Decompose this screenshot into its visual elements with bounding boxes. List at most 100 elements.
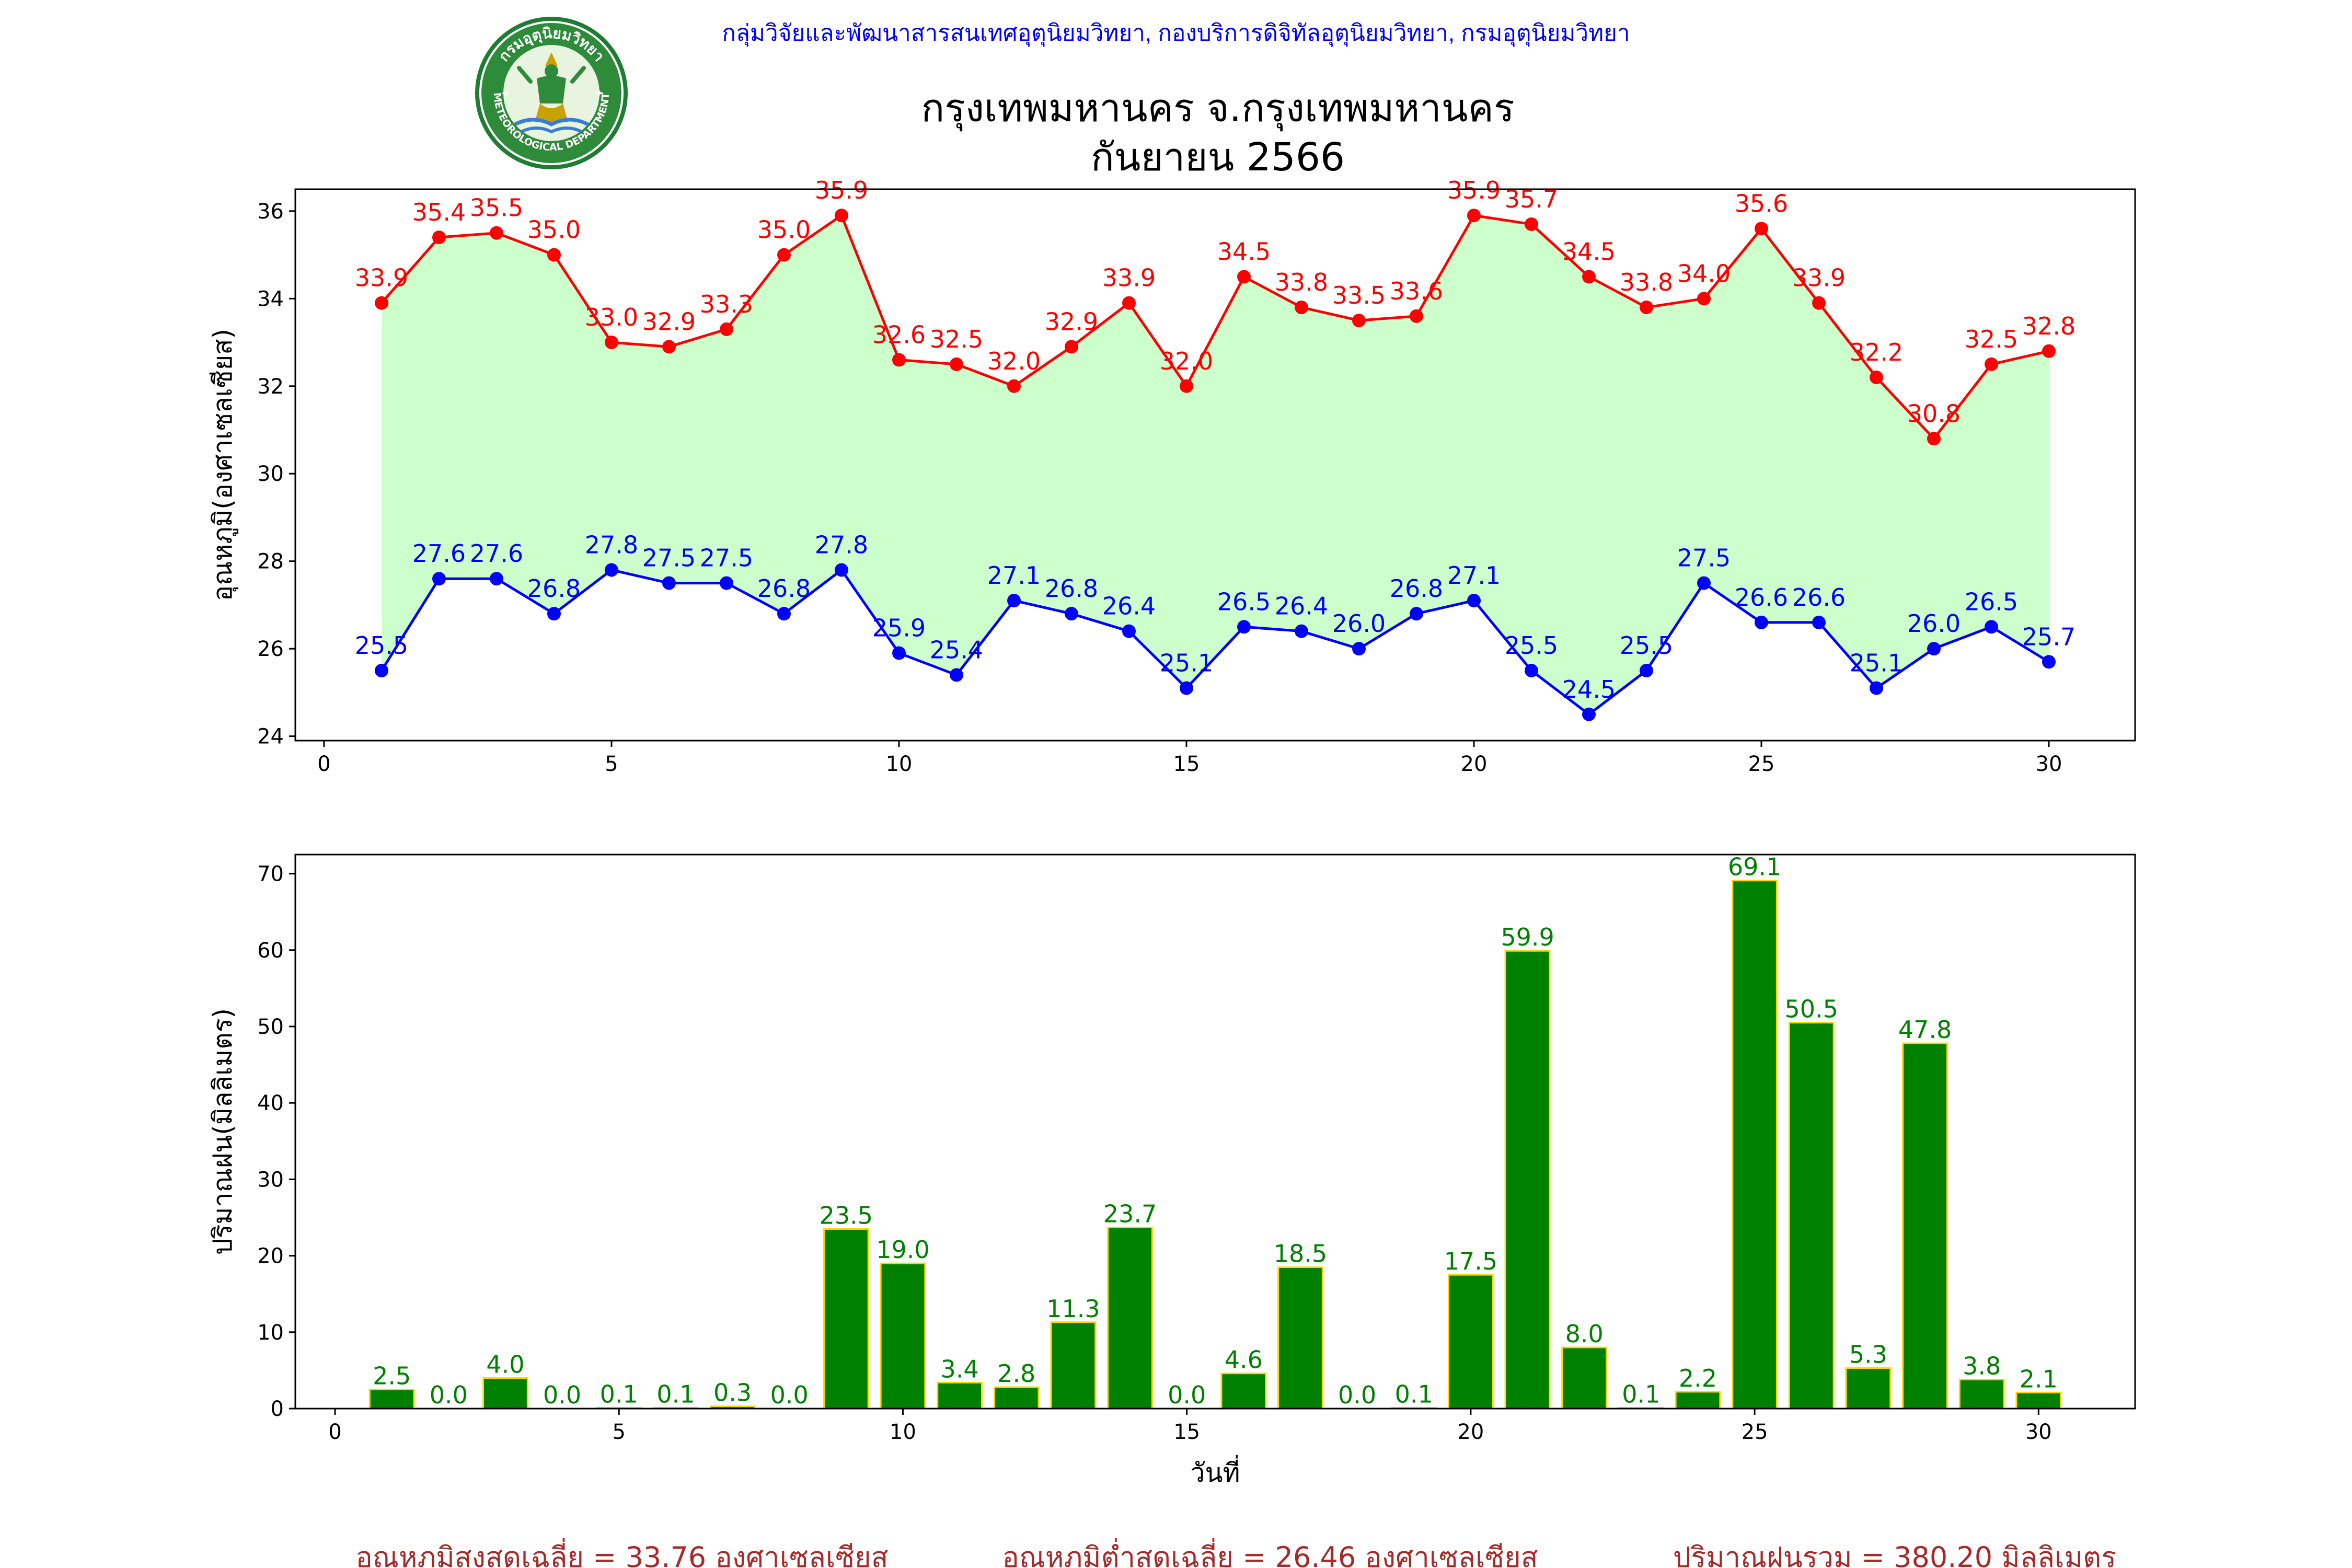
min-temperature-data-label: 27.5: [1677, 544, 1731, 572]
max-temperature-data-label: 33.8: [1275, 268, 1328, 296]
rainfall-bar: [1788, 1022, 1835, 1410]
min-temperature-data-label: 27.6: [412, 539, 466, 568]
rainfall-data-label: 0.0: [543, 1381, 581, 1409]
rainfall-bar: [1277, 1266, 1323, 1410]
temperature-x-tick-label: 15: [1173, 752, 1200, 776]
max-temperature-point: [1467, 209, 1481, 223]
min-temperature-point: [950, 668, 963, 682]
max-temperature-point: [2042, 344, 2056, 358]
temperature-x-tick-label: 10: [886, 752, 913, 776]
max-temperature-point: [432, 230, 446, 245]
rainfall-bar: [1448, 1274, 1494, 1410]
rainfall-y-tick-label: 40: [257, 1091, 284, 1115]
rainfall-bar: [1958, 1378, 2005, 1410]
rainfall-bar: [1902, 1042, 1948, 1410]
max-temperature-point: [1640, 301, 1653, 315]
min-temperature-data-label: 25.5: [1505, 631, 1558, 660]
min-temperature-data-label: 26.5: [1965, 587, 2018, 616]
temperature-x-tick-label: 25: [1748, 752, 1775, 776]
max-temperature-data-label: 33.9: [355, 264, 408, 292]
temperature-y-axis-label: อุณหภูมิ(องศาเซลเซียส): [207, 329, 238, 601]
rainfall-x-axis-label: วันที่: [1190, 1455, 1240, 1488]
max-temperature-point: [1525, 217, 1538, 231]
max-temperature-data-label: 35.5: [470, 194, 523, 222]
min-temperature-data-label: 26.0: [1907, 609, 1961, 638]
agency-text: กลุ่มวิจัยและพัฒนาสารสนเทศอุตุนิยมวิทยา,…: [722, 20, 1630, 47]
rainfall-data-label: 2.2: [1679, 1364, 1717, 1392]
rainfall-y-tick-label: 10: [257, 1321, 284, 1345]
footer-avg-min: อุณหภูมิต่ำสุดเฉลี่ย = 26.46 องศาเซลเซีย…: [1002, 1538, 1538, 1568]
rainfall-data-label: 0.0: [770, 1381, 809, 1409]
max-temperature-data-label: 32.2: [1850, 338, 1903, 366]
min-temperature-point: [547, 607, 561, 621]
rainfall-x-tick-label: 15: [1173, 1420, 1200, 1444]
max-temperature-data-label: 33.9: [1792, 264, 1846, 292]
min-temperature-data-label: 26.0: [1332, 609, 1386, 638]
rainfall-plot-frame: [294, 854, 2136, 1410]
max-temperature-data-label: 35.9: [815, 176, 868, 204]
max-temperature-point: [1410, 309, 1423, 323]
rainfall-y-tick-label: 30: [257, 1168, 284, 1192]
max-temperature-point: [1180, 379, 1193, 393]
max-temperature-point: [892, 353, 906, 367]
min-temperature-point: [1927, 642, 1941, 656]
min-temperature-data-label: 26.8: [527, 574, 581, 603]
temperature-chart: 33.935.4 35.535.033.0 32.933.335.035.932.6…: [207, 176, 2136, 776]
rainfall-x-tick-label: 5: [613, 1420, 626, 1444]
rainfall-x-tick-label: 0: [328, 1420, 341, 1444]
min-temperature-point: [1295, 624, 1308, 638]
min-temperature-point: [1065, 607, 1078, 621]
rainfall-data-label: 18.5: [1274, 1240, 1327, 1268]
rainfall-bar: [1504, 950, 1551, 1410]
min-temperature-point: [1812, 615, 1826, 629]
min-temperature-data-label: 26.6: [1735, 583, 1788, 612]
rainfall-data-label: 17.5: [1444, 1247, 1497, 1275]
deity-emblem-icon: [514, 52, 589, 134]
max-temperature-data-label: 33.8: [1620, 268, 1673, 296]
min-temperature-data-label: 26.6: [1792, 583, 1846, 612]
rainfall-x-tick-label: 20: [1457, 1420, 1484, 1444]
min-temperature-point: [1582, 707, 1596, 721]
min-temperature-line: [380, 568, 2050, 716]
rainfall-bar: [1220, 1373, 1267, 1410]
max-temperature-point: [777, 248, 791, 262]
rainfall-data-label: 0.3: [713, 1379, 752, 1407]
max-temperature-data-label: 32.0: [987, 347, 1041, 375]
rainfall-y-tick-label: 70: [257, 862, 284, 886]
temperature-x-tick-label: 0: [317, 752, 330, 776]
rainfall-x-tick-label: 10: [890, 1420, 916, 1444]
max-temperature-point: [1007, 379, 1021, 393]
temperature-y-tick-label: 28: [257, 550, 284, 574]
min-temperature-data-label: 25.1: [1160, 649, 1213, 677]
max-temperature-data-label: 32.6: [872, 321, 926, 349]
temperature-y-tick-label: 24: [257, 725, 284, 749]
rainfall-bar: [368, 1388, 415, 1410]
min-temperature-data-label: 26.8: [1390, 574, 1443, 603]
star-icon: ✦: [500, 87, 510, 100]
chart-title-line1: กรุงเทพมหานคร จ.กรุงเทพมหานคร: [921, 86, 1514, 132]
min-temperature-point: [2042, 655, 2056, 669]
max-temperature-point: [1697, 292, 1711, 306]
max-temperature-data-label: 32.5: [930, 325, 983, 353]
max-temperature-data-label: 33.5: [1332, 281, 1386, 309]
min-temperature-data-label: 25.4: [930, 636, 983, 664]
rainfall-data-label: 0.1: [1622, 1380, 1660, 1409]
max-temperature-data-label: 34.0: [1677, 259, 1731, 287]
temperature-x-tick-label: 30: [2036, 752, 2062, 776]
rainfall-data-label: 2.5: [373, 1362, 411, 1390]
max-temperature-point: [1352, 314, 1366, 328]
max-temperature-data-label: 30.8: [1907, 399, 1961, 428]
max-temperature-data-label: 35.9: [1447, 176, 1501, 204]
min-temperature-data-label: 27.8: [585, 531, 638, 559]
min-temperature-point: [1237, 620, 1251, 634]
max-temperature-data-label: 32.5: [1965, 325, 2018, 353]
max-temperature-data-label: 32.9: [642, 307, 696, 336]
rainfall-data-label: 47.8: [1898, 1016, 1952, 1044]
min-temperature-point: [1467, 594, 1481, 608]
rainfall-data-label: 59.9: [1501, 923, 1554, 951]
rainfall-data-label: 0.0: [430, 1381, 468, 1409]
max-temperature-data-label: 32.8: [2022, 312, 2076, 340]
rainfall-data-label: 11.3: [1046, 1295, 1100, 1323]
rainfall-bar: [1675, 1391, 1721, 1410]
max-temperature-data-label: 32.0: [1160, 347, 1213, 375]
